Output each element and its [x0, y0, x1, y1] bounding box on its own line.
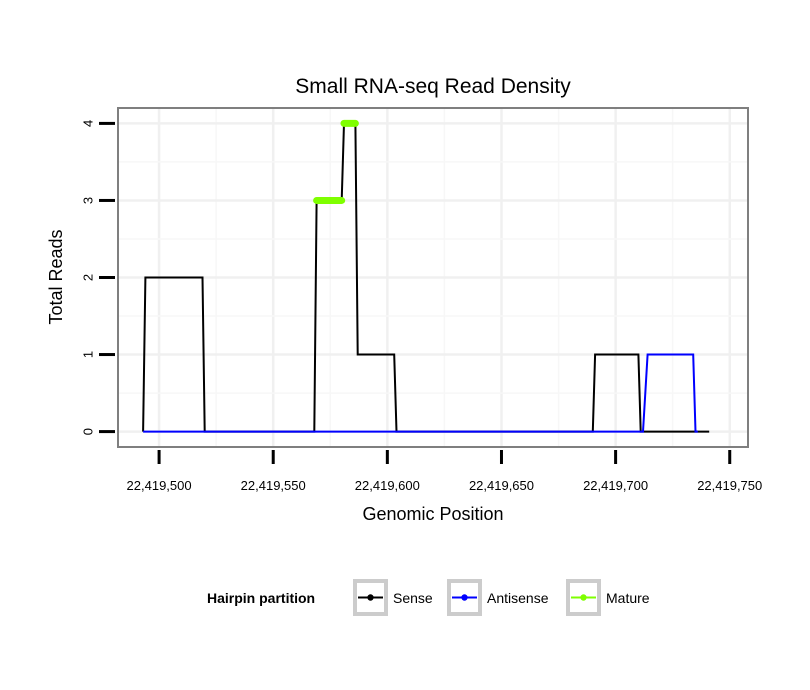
x-tick-label: 22,419,650: [469, 478, 534, 493]
legend-title: Hairpin partition: [207, 590, 315, 606]
x-tick-label: 22,419,550: [241, 478, 306, 493]
x-axis-title: Genomic Position: [362, 504, 503, 524]
x-tick-label: 22,419,600: [355, 478, 420, 493]
grid: [119, 109, 747, 446]
legend-label-mature: Mature: [606, 590, 650, 606]
y-axis-title: Total Reads: [46, 229, 66, 324]
legend-label-sense: Sense: [393, 590, 433, 606]
legend-label-antisense: Antisense: [487, 590, 549, 606]
y-tick-label: 1: [81, 351, 96, 358]
x-tick-label: 22,419,500: [127, 478, 192, 493]
legend-key-dot: [367, 594, 374, 601]
legend-key-dot: [461, 594, 468, 601]
y-tick-label: 3: [81, 197, 96, 204]
y-tick-label: 2: [81, 274, 96, 281]
chart-title: Small RNA-seq Read Density: [295, 75, 571, 98]
series-layer: [142, 119, 710, 433]
series-line-antisense: [143, 353, 698, 433]
y-axis: 0 1 2 3 4: [81, 120, 115, 435]
x-tick-label: 22,419,750: [697, 478, 762, 493]
legend: Hairpin partition Sense Antisense Mature: [207, 579, 650, 616]
legend-key-dot: [580, 594, 587, 601]
x-tick-label: 22,419,700: [583, 478, 648, 493]
y-tick-label: 0: [81, 428, 96, 435]
y-tick-label: 4: [81, 120, 96, 127]
x-axis: 22,419,500 22,419,550 22,419,600 22,419,650…: [127, 450, 762, 493]
